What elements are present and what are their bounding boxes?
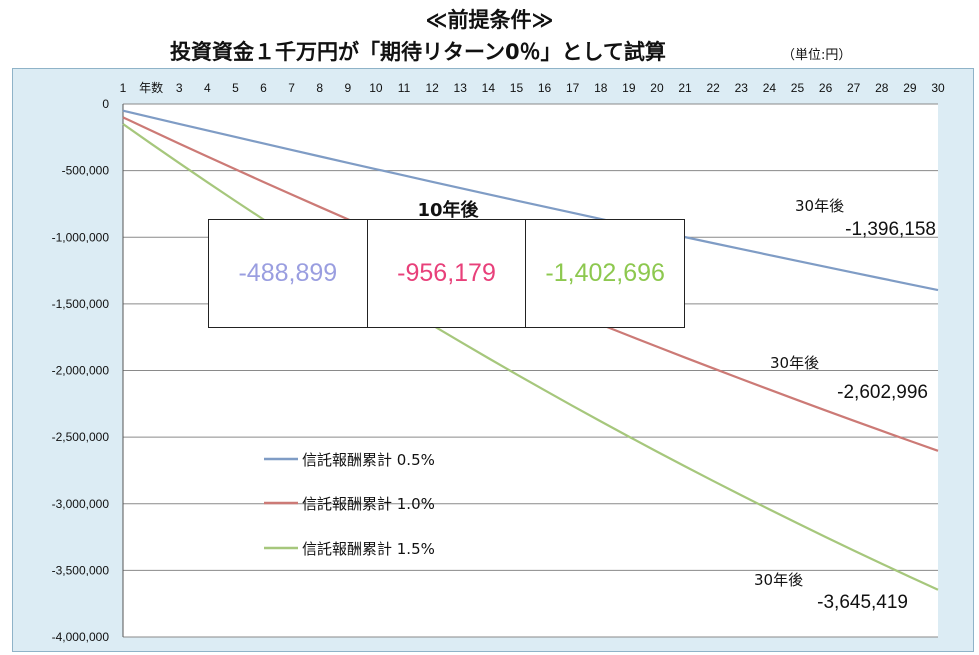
x-tick-label: 6 [260, 81, 267, 95]
x-tick-label: 22 [706, 81, 720, 95]
summary-box: -488,899 -956,179 -1,402,696 [208, 219, 685, 328]
annotation-value: -3,645,419 [817, 592, 908, 613]
x-tick-label: 15 [510, 81, 524, 95]
x-tick-label: 4 [204, 81, 211, 95]
x-tick-label: 17 [566, 81, 580, 95]
x-tick-label: 28 [875, 81, 889, 95]
series-line [122, 109, 939, 292]
y-tick-label: -2,000,000 [52, 364, 110, 378]
annotation-label: 30年後 [795, 197, 844, 215]
x-tick-label: 年数 [139, 80, 163, 95]
x-tick-label: 14 [482, 81, 496, 95]
x-tick-label: 19 [622, 81, 636, 95]
x-tick-label: 18 [594, 81, 608, 95]
legend-label: 信託報酬累計 1.0% [302, 495, 435, 513]
x-tick-label: 8 [316, 81, 323, 95]
summary-cell-1-0: -956,179 [368, 220, 527, 327]
x-tick-label: 24 [763, 81, 777, 95]
annotation-value: -2,602,996 [837, 382, 928, 403]
annotation-label: 30年後 [754, 571, 803, 589]
x-tick-label: 11 [398, 81, 411, 95]
x-tick-label: 1 [120, 81, 127, 95]
page-title: ≪前提条件≫ [425, 8, 554, 32]
x-tick-label: 20 [650, 81, 664, 95]
x-tick-label: 10 [369, 81, 383, 95]
summary-box-title: 10年後 [408, 196, 488, 222]
y-tick-label: 0 [102, 97, 109, 111]
y-tick-label: -3,000,000 [52, 497, 110, 511]
x-tick-label: 23 [735, 81, 749, 95]
y-tick-label: -4,000,000 [52, 630, 110, 644]
y-tick-label: -1,000,000 [52, 230, 110, 244]
x-tick-label: 13 [454, 81, 468, 95]
x-tick-label: 9 [344, 81, 351, 95]
series-line [122, 123, 939, 591]
x-tick-label: 5 [232, 81, 239, 95]
legend-label: 信託報酬累計 0.5% [302, 451, 435, 469]
x-tick-label: 30 [931, 81, 945, 95]
legend-label: 信託報酬累計 1.5% [302, 540, 435, 558]
y-tick-label: -1,500,000 [52, 297, 110, 311]
y-tick-label: -2,500,000 [52, 430, 110, 444]
annotation-value: -1,396,158 [845, 219, 936, 240]
x-tick-label: 12 [425, 81, 439, 95]
summary-cell-0-5: -488,899 [209, 220, 368, 327]
x-tick-label: 27 [847, 81, 861, 95]
x-tick-label: 26 [819, 81, 833, 95]
x-tick-label: 16 [538, 81, 552, 95]
annotation-label: 30年後 [770, 354, 819, 372]
x-tick-label: 7 [288, 81, 295, 95]
unit-label: （単位:円） [782, 48, 852, 63]
chart-subtitle: 投資資金１千万円が「期待リターン0％」として試算 [170, 40, 666, 64]
x-tick-label: 29 [903, 81, 917, 95]
y-tick-label: -500,000 [62, 164, 110, 178]
y-tick-label: -3,500,000 [52, 563, 110, 577]
summary-cell-1-5: -1,402,696 [545, 259, 665, 287]
x-tick-label: 21 [678, 81, 692, 95]
x-tick-label: 25 [791, 81, 805, 95]
x-tick-label: 3 [176, 81, 183, 95]
